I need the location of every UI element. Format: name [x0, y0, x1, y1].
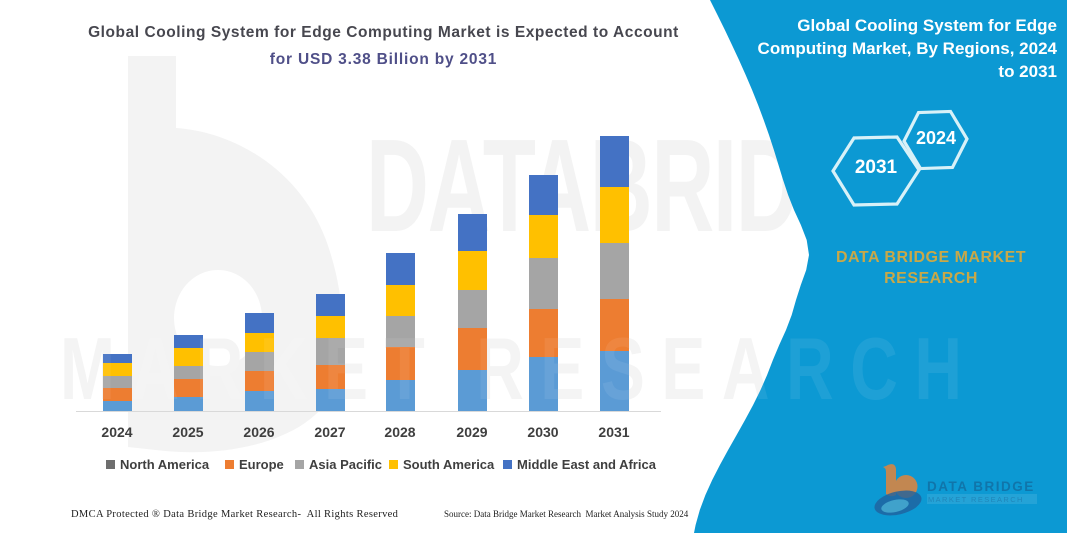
svg-text:MARKET RESEARCH: MARKET RESEARCH: [928, 495, 1024, 504]
svg-text:DATA BRIDGE: DATA BRIDGE: [927, 479, 1035, 494]
